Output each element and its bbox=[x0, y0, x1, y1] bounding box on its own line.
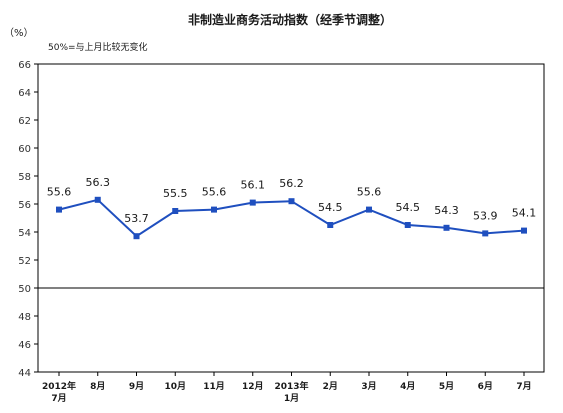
y-tick-label: 60 bbox=[18, 144, 31, 155]
data-label: 54.3 bbox=[434, 204, 459, 217]
y-tick-label: 48 bbox=[18, 312, 31, 323]
data-label: 54.1 bbox=[512, 207, 537, 220]
data-label: 56.2 bbox=[279, 177, 304, 190]
data-point bbox=[404, 222, 411, 228]
plot-frame bbox=[37, 63, 545, 373]
x-tick-label: 9月 bbox=[129, 381, 144, 392]
data-point bbox=[366, 206, 372, 213]
y-tick-label: 64 bbox=[18, 88, 31, 99]
x-axis: 2012年 7月 8月 9月 10月 11月 12月 2013年 1月 2月 3月 4月 5月 6月 7月 bbox=[42, 372, 532, 404]
data-label: 55.6 bbox=[357, 186, 382, 199]
data-label: 53.9 bbox=[473, 209, 498, 222]
x-tick-label: 7月 bbox=[516, 381, 531, 392]
data-label: 56.1 bbox=[241, 179, 266, 192]
data-point bbox=[482, 230, 489, 237]
y-tick-label: 62 bbox=[18, 116, 31, 127]
data-label: 55.5 bbox=[163, 187, 188, 200]
data-label: 53.7 bbox=[124, 212, 149, 225]
x-tick-label: 11月 bbox=[203, 381, 225, 392]
data-point bbox=[521, 227, 527, 234]
chart-title: 非制造业商务活动指数（经季节调整） bbox=[188, 12, 392, 27]
data-point bbox=[172, 208, 179, 214]
data-point bbox=[211, 206, 217, 213]
data-label: 55.6 bbox=[202, 186, 227, 199]
x-tick-label: 3月 bbox=[361, 381, 376, 392]
x-tick-label: 5月 bbox=[439, 381, 454, 392]
x-tick-label: 2012年 7月 bbox=[42, 380, 76, 404]
x-tick-label: 2013年 1月 bbox=[274, 380, 308, 404]
data-point bbox=[249, 199, 256, 206]
y-axis-unit: （%） bbox=[4, 27, 34, 39]
data-label: 56.3 bbox=[86, 176, 111, 189]
baseline-note: 50%=与上月比较无变化 bbox=[48, 41, 148, 53]
y-tick-label: 52 bbox=[18, 256, 31, 267]
data-label: 54.5 bbox=[396, 201, 421, 214]
y-tick-label: 58 bbox=[18, 172, 31, 183]
data-point bbox=[288, 198, 295, 205]
x-tick-label: 10月 bbox=[164, 381, 186, 392]
x-tick-label: 4月 bbox=[400, 381, 415, 392]
data-point bbox=[56, 206, 62, 213]
x-tick-label: 2月 bbox=[323, 381, 338, 392]
x-tick-label: 6月 bbox=[478, 381, 493, 392]
y-tick-label: 66 bbox=[18, 60, 31, 71]
y-axis: 44 46 48 50 52 54 56 58 60 62 64 66 bbox=[18, 60, 38, 379]
data-label: 54.5 bbox=[318, 201, 343, 214]
y-tick-label: 50 bbox=[18, 284, 31, 295]
x-tick-label: 8月 bbox=[90, 381, 105, 392]
y-tick-label: 46 bbox=[18, 340, 31, 351]
data-labels: 55.6 56.3 53.7 55.5 55.6 56.1 56.2 54.5 55.6 54.5… bbox=[47, 176, 537, 225]
data-point bbox=[94, 196, 101, 203]
y-tick-label: 54 bbox=[18, 228, 31, 239]
data-point bbox=[133, 233, 140, 240]
data-point bbox=[327, 222, 334, 228]
y-tick-label: 56 bbox=[18, 200, 31, 211]
y-tick-label: 44 bbox=[18, 368, 31, 379]
series-markers bbox=[56, 196, 527, 240]
data-label: 55.6 bbox=[47, 186, 72, 199]
x-tick-label: 12月 bbox=[242, 381, 264, 392]
data-point bbox=[443, 224, 450, 231]
